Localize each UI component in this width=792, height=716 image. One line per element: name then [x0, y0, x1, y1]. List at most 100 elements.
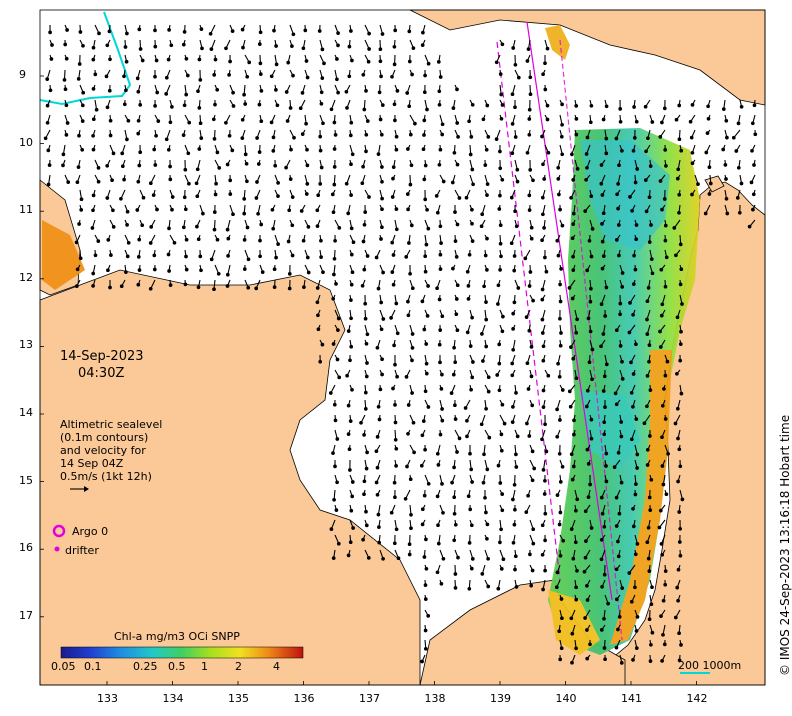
velocity-arrow-head [571, 268, 576, 272]
velocity-arrow-head [646, 286, 651, 290]
velocity-arrow-head [574, 376, 579, 381]
velocity-arrow-head [366, 59, 371, 64]
velocity-arrow-head [634, 119, 639, 124]
velocity-arrow-head [378, 47, 383, 52]
velocity-arrow-head [498, 223, 503, 228]
colorbar-tick-label: 0.05 [51, 660, 76, 673]
velocity-arrow-head [618, 107, 623, 111]
velocity-arrow-head [359, 420, 363, 425]
velocity-arrow-head [153, 104, 157, 108]
velocity-arrow-head [645, 374, 650, 378]
velocity-arrow-head [544, 269, 549, 274]
velocity-arrow-head [364, 374, 369, 379]
velocity-arrow-head [197, 57, 202, 62]
velocity-arrow-head [513, 135, 518, 139]
velocity-arrow-head [604, 151, 609, 156]
velocity-arrow-head [424, 242, 429, 247]
velocity-arrow-head [344, 89, 349, 94]
velocity-arrow-head [426, 284, 430, 288]
velocity-arrow-head [588, 329, 593, 334]
velocity-arrow-head [620, 377, 625, 381]
velocity-arrow-head [542, 492, 547, 496]
velocity-arrow-head [349, 226, 354, 231]
legend-arrow-head [84, 486, 89, 492]
velocity-arrow-head [500, 402, 505, 407]
velocity-arrow-head [531, 298, 535, 303]
velocity-arrow-head [540, 238, 544, 243]
velocity-arrow-head [258, 238, 262, 243]
velocity-arrow-head [664, 255, 669, 260]
velocity-arrow-head [333, 464, 337, 469]
velocity-arrow-head [406, 299, 410, 304]
velocity-arrow-head [571, 556, 576, 561]
velocity-arrow-head [674, 117, 679, 122]
velocity-arrow-head [662, 387, 666, 391]
velocity-arrow-head [631, 282, 636, 286]
velocity-arrow-head [541, 388, 546, 393]
velocity-arrow-head [298, 106, 303, 111]
velocity-arrow-head [635, 452, 640, 457]
velocity-arrow-head [540, 287, 545, 292]
velocity-arrow-head [331, 342, 336, 346]
y-tick-label: 14 [19, 406, 33, 419]
velocity-arrow-head [645, 332, 650, 336]
velocity-arrow-head [167, 269, 171, 273]
velocity-arrow-head [485, 103, 490, 108]
velocity-arrow-head [648, 164, 653, 168]
velocity-arrow-head [349, 120, 354, 125]
velocity-arrow-head [677, 447, 682, 452]
velocity-arrow-head [541, 212, 545, 217]
velocity-arrow-head [396, 556, 401, 561]
velocity-arrow-head [198, 254, 203, 259]
drifter-label: drifter [65, 544, 99, 557]
velocity-arrow-head [588, 642, 592, 647]
velocity-arrow-head [585, 135, 590, 140]
velocity-arrow-head [196, 285, 201, 290]
velocity-arrow-head [346, 403, 351, 408]
velocity-arrow-head [485, 467, 490, 472]
velocity-arrow-head [574, 330, 579, 335]
velocity-arrow-head [658, 508, 663, 513]
velocity-arrow-head [46, 182, 51, 187]
velocity-arrow-head [561, 538, 566, 543]
velocity-arrow-head [184, 92, 189, 97]
velocity-arrow-head [349, 252, 354, 257]
velocity-arrow-head [649, 602, 654, 607]
velocity-arrow-head [274, 44, 278, 48]
velocity-arrow-head [678, 358, 683, 363]
velocity-arrow-head [529, 236, 534, 241]
velocity-arrow-head [465, 330, 470, 335]
velocity-arrow-head [584, 152, 589, 156]
velocity-arrow-head [663, 582, 668, 587]
velocity-arrow-head [155, 90, 160, 95]
velocity-arrow-head [634, 482, 638, 486]
velocity-arrow-head [332, 272, 336, 277]
velocity-arrow-head [242, 197, 247, 201]
velocity-arrow-head [483, 253, 488, 258]
velocity-arrow-head [225, 284, 230, 288]
velocity-arrow-head [541, 468, 546, 472]
velocity-arrow-head [407, 29, 412, 34]
velocity-arrow-head [405, 192, 410, 196]
velocity-arrow-head [736, 121, 741, 126]
velocity-arrow-head [574, 117, 579, 121]
velocity-arrow-head [403, 496, 408, 501]
velocity-arrow-head [79, 197, 84, 202]
velocity-arrow-head [494, 60, 499, 65]
velocity-arrow-head [214, 181, 218, 186]
velocity-arrow-head [347, 74, 352, 79]
velocity-arrow-head [395, 331, 400, 336]
velocity-arrow-head [543, 255, 547, 260]
velocity-arrow-head [542, 226, 546, 230]
velocity-arrow-head [333, 238, 337, 243]
velocity-arrow-head [394, 207, 399, 211]
velocity-arrow-head [747, 224, 752, 229]
velocity-arrow-head [540, 134, 544, 139]
velocity-arrow-head [286, 60, 291, 65]
velocity-arrow-head [543, 538, 547, 543]
velocity-arrow-head [650, 271, 655, 276]
velocity-arrow-head [583, 209, 588, 213]
velocity-arrow-head [541, 344, 546, 349]
velocity-arrow-head [411, 46, 416, 50]
velocity-arrow-head [170, 105, 174, 109]
